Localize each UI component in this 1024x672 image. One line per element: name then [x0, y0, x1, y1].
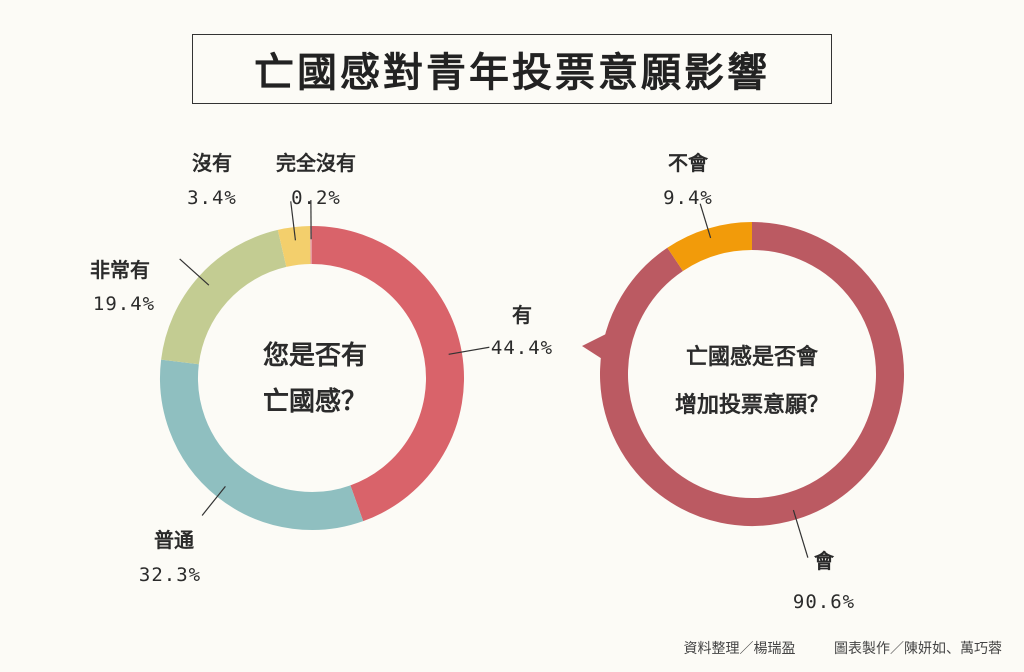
leader-line-0-2 [179, 258, 210, 286]
slice-value-0-3: 3.4% [187, 187, 237, 209]
donut-slice-1-0 [600, 222, 904, 526]
slice-value-0-2: 19.4% [93, 293, 155, 315]
leader-lines-left [179, 199, 490, 516]
slice-label-0-2: 非常有 [90, 258, 150, 282]
center-question-right-line2: 增加投票意願？ [675, 392, 829, 418]
center-question-left-line1: 您是否有 [263, 340, 367, 371]
donut-chart-voting-intention [600, 222, 904, 526]
chart-title: 亡國感對青年投票意願影響 [192, 34, 832, 104]
slice-labels-right: 會 90.6% 不會 9.4% [663, 151, 855, 613]
slice-label-1-0: 會 [814, 549, 835, 573]
slice-value-0-0: 44.4% [491, 337, 553, 359]
donut-slice-0-2 [161, 229, 287, 365]
slice-label-0-4: 完全沒有 [276, 151, 356, 175]
donut-chart-sense-of-doom [160, 226, 464, 530]
donut-slice-0-1 [160, 359, 364, 530]
center-question-left-line2: 亡國感？ [263, 386, 367, 417]
slice-value-1-1: 9.4% [663, 187, 713, 209]
leader-line-0-0 [448, 346, 490, 355]
credit-data: 資料整理／楊瑞盈 [683, 641, 796, 657]
donut-slice-0-0 [311, 226, 464, 522]
slice-labels-left: 有 44.4% 普通 32.3% 非常有 19.4% 沒有 3.4% 完全沒有 0.2% [90, 151, 553, 586]
slice-label-1-1: 不會 [668, 151, 709, 175]
leader-line-1-0 [792, 509, 809, 558]
donut-slice-0-3 [277, 226, 312, 268]
donut-slice-1-1 [667, 222, 753, 272]
slice-value-0-4: 0.2% [291, 187, 341, 209]
slice-value-1-0: 90.6% [793, 591, 855, 613]
credits: 資料整理／楊瑞盈 圖表製作／陳妍如、萬巧蓉 [684, 638, 1002, 658]
slice-label-0-0: 有 [512, 303, 532, 327]
center-question-right-line1: 亡國感是否會 [686, 344, 819, 370]
slice-label-0-1: 普通 [154, 528, 194, 552]
credit-design: 圖表製作／陳妍如、萬巧蓉 [834, 641, 1002, 657]
slice-value-0-1: 32.3% [139, 564, 201, 586]
slice-label-0-3: 沒有 [192, 151, 232, 175]
leader-line-1-1 [699, 203, 712, 239]
leader-lines-right [699, 203, 809, 558]
leader-line-0-3 [290, 201, 297, 241]
leader-line-0-1 [201, 485, 226, 516]
